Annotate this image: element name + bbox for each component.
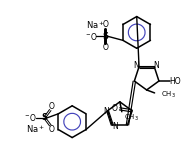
Text: CH$_3$: CH$_3$ — [161, 90, 176, 100]
Text: Na$^+$: Na$^+$ — [26, 124, 45, 135]
Text: N: N — [133, 61, 139, 70]
Text: O: O — [48, 102, 54, 111]
Text: N: N — [104, 107, 109, 116]
Text: S: S — [42, 113, 48, 122]
Text: O: O — [102, 43, 108, 52]
Text: $^-$O: $^-$O — [84, 31, 98, 42]
Text: HO: HO — [169, 76, 181, 86]
Text: CH$_3$: CH$_3$ — [124, 113, 139, 123]
Text: Na$^+$: Na$^+$ — [86, 20, 105, 31]
Text: O: O — [48, 125, 54, 134]
Text: S: S — [102, 32, 108, 41]
Text: N: N — [153, 61, 159, 70]
Text: O: O — [102, 21, 108, 30]
Text: O: O — [111, 104, 117, 113]
Text: $^-$O: $^-$O — [23, 112, 38, 123]
Text: N: N — [112, 122, 118, 131]
